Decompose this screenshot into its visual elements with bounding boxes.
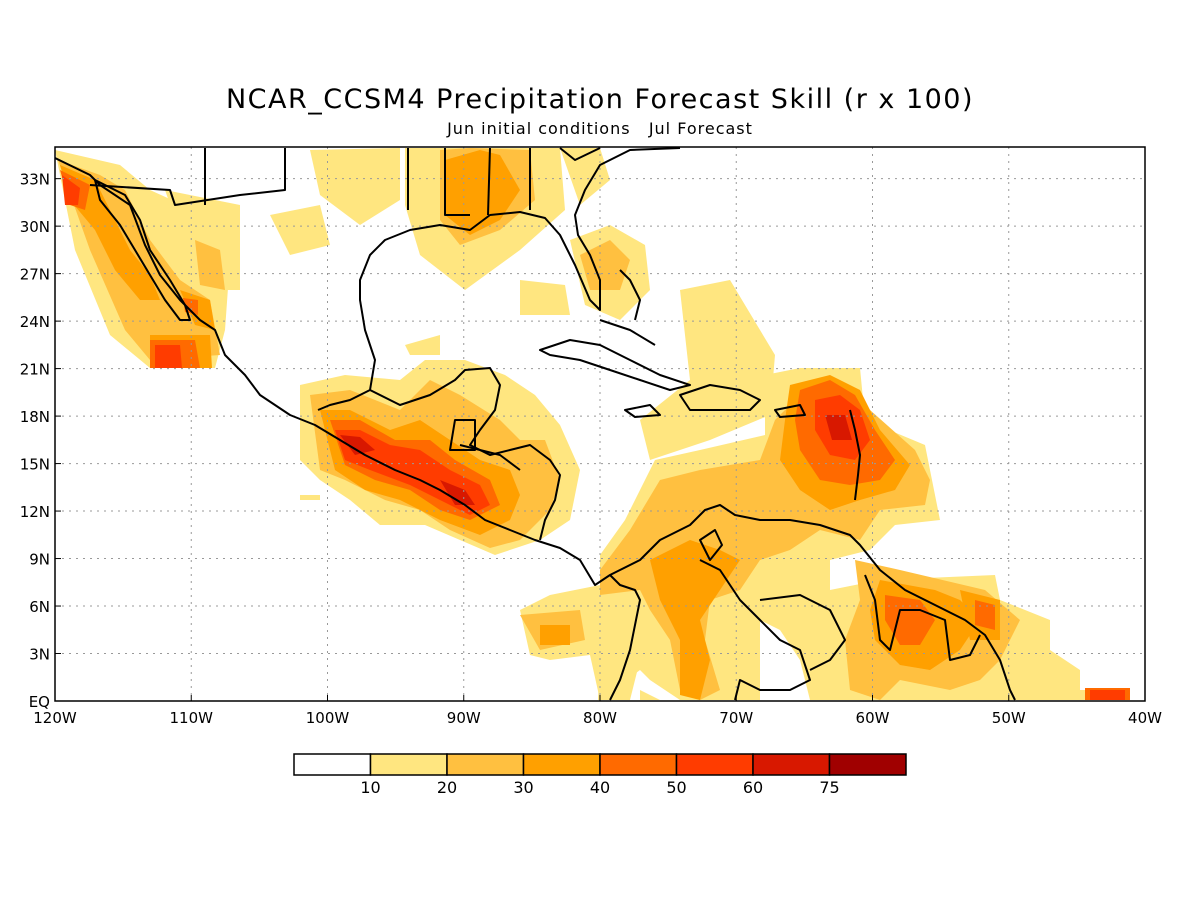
colorbar-swatch (369, 753, 448, 776)
latitude-tick-label: 12N (20, 503, 50, 521)
latitude-labels: 33N 30N 27N 24N 21N 18N 15N 12N 9N 6N 3N EQ (20, 171, 61, 711)
colorbar-swatch (522, 753, 601, 776)
longitude-tick-label: 50W (992, 709, 1026, 727)
colorbar-swatch (828, 753, 907, 776)
colorbar-tick-label: 75 (819, 778, 839, 797)
longitude-tick-label: 40W (1128, 709, 1162, 727)
colorbar-swatch (752, 753, 831, 776)
latitude-tick-label: 9N (29, 551, 50, 569)
map-subtitle: Jun initial conditions Jul Forecast (447, 119, 753, 138)
colorbar-tick-label: 60 (743, 778, 763, 797)
longitude-tick-label: 80W (583, 709, 617, 727)
colorbar-tick-label: 30 (513, 778, 533, 797)
longitude-tick-label: 70W (719, 709, 753, 727)
colorbar-swatch (599, 753, 678, 776)
longitude-tick-label: 60W (856, 709, 890, 727)
colorbar-swatch (675, 753, 754, 776)
skill-shading (55, 148, 1130, 700)
longitude-tick-label: 90W (447, 709, 481, 727)
map-gridlines (55, 147, 1145, 701)
map-title: NCAR_CCSM4 Precipitation Forecast Skill … (225, 84, 975, 115)
latitude-tick-label: EQ (29, 693, 50, 711)
latitude-tick-label: 33N (20, 171, 50, 189)
colorbar-tick-label: 40 (590, 778, 610, 797)
latitude-tick-label: 24N (20, 313, 50, 331)
colorbar-tick-label: 20 (437, 778, 457, 797)
colorbar-tick-label: 50 (666, 778, 686, 797)
colorbar-swatch (293, 753, 372, 776)
longitude-tick-label: 110W (170, 709, 214, 727)
latitude-tick-label: 18N (20, 408, 50, 426)
colorbar: 10 20 30 40 50 60 75 (293, 753, 907, 797)
latitude-tick-label: 21N (20, 361, 50, 379)
map-plot-area (55, 147, 1145, 701)
colorbar-swatch (446, 753, 525, 776)
latitude-tick-label: 6N (29, 598, 50, 616)
latitude-tick-label: 30N (20, 218, 50, 236)
skill-level-60-75 (340, 415, 852, 505)
latitude-tick-label: 27N (20, 266, 50, 284)
longitude-tick-label: 100W (306, 709, 350, 727)
longitude-tick-label: 120W (33, 709, 77, 727)
latitude-tick-label: 3N (29, 646, 50, 664)
colorbar-tick-label: 10 (360, 778, 380, 797)
coastlines (55, 147, 1016, 701)
latitude-tick-label: 15N (20, 456, 50, 474)
longitude-labels: 120W 110W 100W 90W 80W 70W 60W 50W 40W (33, 695, 1162, 727)
